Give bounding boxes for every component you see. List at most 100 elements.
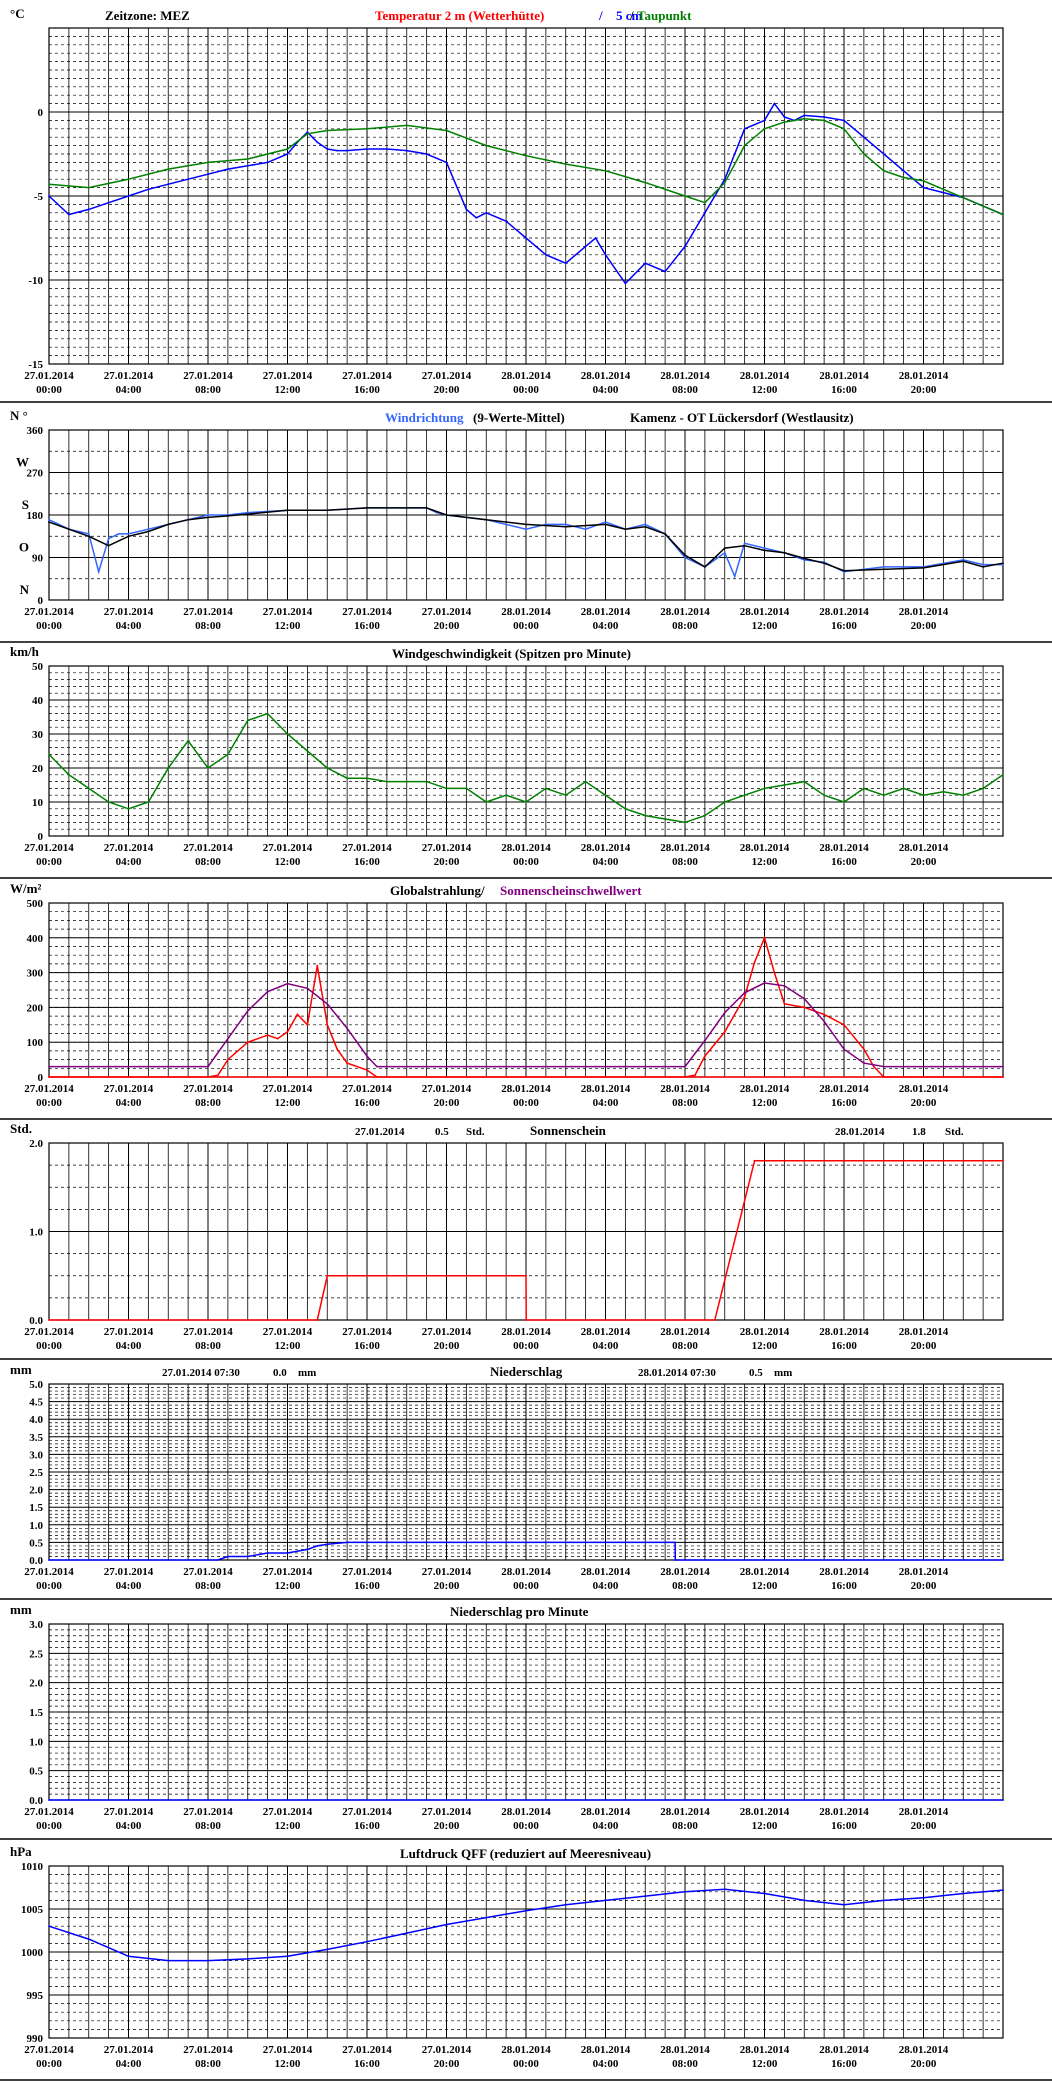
data-point [942, 191, 945, 194]
data-point [286, 148, 289, 150]
x-tick-date: 28.01.2014 [660, 2044, 710, 2056]
x-tick-time: 20:00 [434, 1580, 460, 1592]
title-part: / [598, 8, 603, 23]
data-point [783, 551, 786, 554]
x-tick-time: 04:00 [116, 620, 142, 632]
data-point [226, 515, 229, 517]
x-tick-date: 27.01.2014 [183, 1806, 233, 1818]
data-point [167, 168, 170, 171]
y-tick-label: 270 [27, 468, 44, 480]
y-tick-label: 1.0 [29, 1736, 43, 1748]
data-point [87, 787, 90, 790]
data-point [48, 1559, 50, 1561]
data-point [67, 773, 70, 776]
data-point [525, 237, 527, 239]
x-tick-date: 27.01.2014 [422, 1326, 472, 1338]
data-point [783, 984, 786, 987]
data-point [226, 1555, 229, 1558]
x-tick-date: 27.01.2014 [24, 370, 74, 382]
data-point [326, 1543, 329, 1546]
data-point [246, 1009, 249, 1012]
x-tick-time: 12:00 [275, 1097, 301, 1109]
x-tick-time: 04:00 [593, 2058, 619, 2070]
series-group [48, 507, 1004, 579]
x-tick-time: 04:00 [593, 1340, 619, 1352]
data-point [306, 750, 309, 752]
data-point [843, 119, 845, 122]
x-tick-time: 04:00 [116, 1097, 142, 1109]
data-point [584, 245, 587, 248]
y-tick-label: 3.0 [29, 1449, 43, 1461]
x-tick-date: 28.01.2014 [660, 1083, 710, 1095]
data-point [674, 1541, 676, 1544]
x-tick-date: 28.01.2014 [740, 1806, 790, 1818]
title-part: Windgeschwindigkeit (Spitzen pro Minute) [392, 646, 631, 661]
x-tick-date: 28.01.2014 [740, 2044, 790, 2056]
data-point [217, 1559, 219, 1561]
data-point [217, 1074, 219, 1077]
data-point [425, 780, 428, 783]
x-tick-date: 27.01.2014 [24, 1326, 74, 1338]
data-point [266, 1034, 269, 1037]
data-point [862, 1062, 865, 1064]
title-part: Niederschlag [490, 1364, 563, 1379]
data-point [723, 1011, 726, 1014]
y-tick-label: 2.0 [29, 1138, 43, 1150]
data-point [48, 518, 50, 521]
data-point [763, 936, 766, 939]
x-tick-time: 00:00 [36, 856, 62, 868]
data-point [207, 514, 209, 516]
data-point [882, 566, 885, 568]
data-point [485, 518, 488, 521]
x-tick-date: 28.01.2014 [819, 2044, 869, 2056]
plot-frame [48, 1865, 1004, 2039]
y-tick-label: 1.0 [29, 1227, 43, 1239]
x-tick-date: 27.01.2014 [104, 2044, 154, 2056]
data-point [87, 1938, 90, 1940]
x-tick-date: 27.01.2014 [24, 2044, 74, 2056]
data-point [922, 1896, 925, 1899]
data-point [584, 780, 587, 783]
compass-label: O [19, 540, 29, 555]
x-tick-date: 27.01.2014 [263, 842, 313, 854]
x-tick-date: 27.01.2014 [183, 1566, 233, 1578]
x-tick-time: 00:00 [36, 1340, 62, 1352]
data-point [296, 1013, 299, 1016]
data-point [584, 528, 587, 531]
y-tick-label: 50 [32, 661, 44, 673]
data-point [1002, 1159, 1004, 1162]
data-point [763, 1892, 766, 1895]
data-point [982, 787, 985, 790]
x-tick-time: 08:00 [672, 1340, 698, 1352]
data-point [684, 1076, 686, 1078]
data-point [246, 1555, 249, 1558]
x-tick-date: 27.01.2014 [422, 842, 472, 854]
data-point [286, 982, 289, 985]
x-tick-time: 04:00 [593, 620, 619, 632]
y-tick-label: 5.0 [29, 1379, 43, 1391]
x-tick-date: 27.01.2014 [263, 1566, 313, 1578]
data-point [862, 1048, 865, 1051]
data-point [723, 547, 726, 549]
data-point [723, 1888, 726, 1891]
x-tick-labels: 27.01.2014 00:00 27.01.2014 04:00 27.01.2014… [24, 2044, 949, 2070]
x-tick-time: 08:00 [195, 1340, 221, 1352]
data-point [326, 1003, 329, 1005]
y-tick-label: 1005 [21, 1904, 44, 1916]
x-tick-time: 04:00 [593, 384, 619, 396]
data-point [207, 161, 209, 164]
data-point [167, 767, 170, 769]
x-tick-labels: 27.01.2014 00:00 27.01.2014 04:00 27.01.2014… [24, 606, 949, 632]
data-point [723, 178, 726, 181]
data-point [187, 518, 190, 521]
data-point [564, 1903, 567, 1906]
data-point [465, 787, 468, 790]
data-point [326, 148, 329, 150]
series-line-1 [48, 117, 1004, 216]
data-point [962, 558, 965, 561]
data-point [604, 521, 607, 523]
data-point [773, 102, 776, 105]
y-tick-labels: 5.0 4.5 4.0 3.5 3.0 2.5 2.0 1.5 1.0 0.5 0.0 [29, 1379, 43, 1567]
title-part: Niederschlag pro Minute [450, 1604, 589, 1619]
series-group [48, 1159, 1004, 1321]
